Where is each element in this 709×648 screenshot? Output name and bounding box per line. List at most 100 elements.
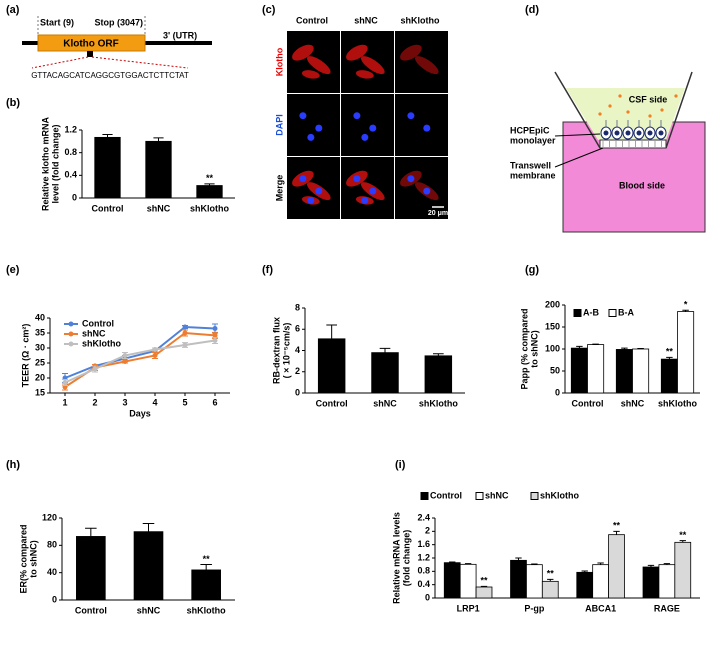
legend-label: B-A bbox=[618, 307, 634, 317]
legend-label: shKlotho bbox=[82, 338, 121, 348]
nucleus bbox=[299, 112, 307, 120]
cell-nucleus bbox=[647, 130, 653, 136]
x-tick-label: 5 bbox=[182, 397, 187, 407]
pointer bbox=[554, 133, 601, 137]
bar bbox=[587, 344, 605, 394]
error-bar bbox=[682, 309, 689, 312]
membrane-label: Transwell bbox=[510, 160, 551, 170]
error-bar bbox=[326, 324, 337, 339]
legend-swatch bbox=[475, 492, 484, 500]
y-tick-label: 0.8 bbox=[417, 566, 430, 576]
bar bbox=[191, 569, 221, 601]
x-tick-label: Control bbox=[572, 398, 604, 408]
x-tick-label: Control bbox=[92, 203, 124, 213]
y-tick-label: 0.8 bbox=[64, 147, 77, 157]
column-label: shKlotho bbox=[401, 15, 440, 25]
error-bar bbox=[647, 564, 655, 567]
x-tick-label: shNC bbox=[147, 203, 171, 213]
error-bar bbox=[576, 345, 583, 349]
y-tick-label: 8 bbox=[295, 302, 300, 312]
error-bar bbox=[621, 347, 628, 350]
error-bar bbox=[613, 530, 620, 535]
nucleus bbox=[423, 187, 431, 195]
error-bar bbox=[153, 137, 164, 142]
bar bbox=[660, 358, 678, 394]
x-tick-label: shNC bbox=[137, 605, 161, 615]
legend-label: shNC bbox=[82, 328, 106, 338]
nucleus bbox=[369, 187, 377, 195]
x-tick-label: 2 bbox=[92, 397, 97, 407]
error-bar bbox=[581, 570, 588, 573]
y-tick-label: 0.4 bbox=[64, 170, 77, 180]
bar bbox=[424, 355, 453, 394]
significance: ** bbox=[666, 347, 674, 357]
bar bbox=[615, 349, 633, 394]
secreted-factor bbox=[598, 112, 602, 116]
nucleus bbox=[315, 124, 323, 132]
zoom-line bbox=[91, 56, 189, 69]
micrographs bbox=[287, 31, 448, 219]
y-axis-label: to shNC) bbox=[529, 330, 539, 368]
panel-label: (g) bbox=[525, 264, 539, 276]
error-bar bbox=[663, 563, 671, 565]
point bbox=[62, 380, 68, 385]
cell-stain bbox=[292, 44, 314, 61]
x-tick-label: Control bbox=[75, 605, 107, 615]
y-axis-label: level (fold change) bbox=[50, 124, 60, 203]
bar bbox=[608, 534, 625, 599]
y-tick-label: 0 bbox=[555, 387, 560, 397]
nucleus bbox=[353, 175, 361, 183]
y-axis-label: TEER (Ω · cm²) bbox=[20, 324, 30, 388]
error-bar bbox=[142, 522, 155, 532]
x-tick-label: 1 bbox=[62, 397, 67, 407]
scale-bar-label: 20 μm bbox=[428, 210, 448, 217]
x-tick-label: shKlotho bbox=[187, 605, 226, 615]
blood-label: Blood side bbox=[619, 180, 665, 190]
cell-stain bbox=[346, 44, 368, 61]
y-axis-label: to shNC) bbox=[28, 540, 38, 578]
x-tick-label: 3 bbox=[122, 397, 127, 407]
panel-label: (a) bbox=[6, 4, 20, 16]
secreted-factor bbox=[608, 104, 612, 108]
bar bbox=[510, 559, 527, 599]
point bbox=[212, 332, 218, 338]
significance: ** bbox=[203, 554, 211, 564]
y-tick-label: 100 bbox=[545, 343, 560, 353]
error-bar bbox=[379, 347, 391, 353]
cell-nucleus bbox=[658, 130, 664, 136]
significance: ** bbox=[547, 569, 555, 579]
y-axis-label: RB-dextran flux bbox=[271, 317, 281, 384]
cell-stain bbox=[414, 56, 439, 75]
cell-nucleus bbox=[614, 130, 620, 136]
cell-nucleus bbox=[625, 130, 631, 136]
x-tick-label: shNC bbox=[373, 398, 397, 408]
cell-stain bbox=[306, 56, 331, 75]
x-tick-label: RAGE bbox=[654, 603, 680, 613]
nucleus bbox=[353, 112, 361, 120]
error-bar bbox=[547, 578, 554, 582]
y-axis-label: Relative klotho mRNA bbox=[40, 116, 50, 211]
x-axis-label: Days bbox=[129, 408, 151, 418]
panel-label: (d) bbox=[525, 4, 539, 16]
legend-swatch bbox=[530, 492, 539, 500]
y-axis-label: ER(% compared bbox=[18, 524, 28, 593]
point bbox=[182, 342, 188, 348]
legend-swatch bbox=[68, 331, 74, 337]
x-tick-label: LRP1 bbox=[457, 603, 480, 613]
error-bar bbox=[515, 557, 522, 561]
y-tick-label: 40 bbox=[47, 567, 57, 577]
legend-label: shKlotho bbox=[540, 490, 579, 500]
cell-stain bbox=[400, 44, 422, 61]
error-bar bbox=[449, 561, 456, 563]
error-bar bbox=[200, 563, 212, 570]
y-axis-label: Relative mRNA levels bbox=[391, 512, 401, 604]
utr-label: 3' (UTR) bbox=[163, 30, 197, 40]
secreted-factor bbox=[626, 110, 630, 114]
csf-label: CSF side bbox=[629, 94, 668, 104]
bar bbox=[371, 352, 399, 394]
cell-stain bbox=[355, 70, 374, 79]
x-tick-label: 6 bbox=[212, 397, 217, 407]
y-tick-label: 35 bbox=[35, 327, 45, 337]
orf-label: Klotho ORF bbox=[63, 39, 119, 50]
point bbox=[122, 353, 128, 358]
